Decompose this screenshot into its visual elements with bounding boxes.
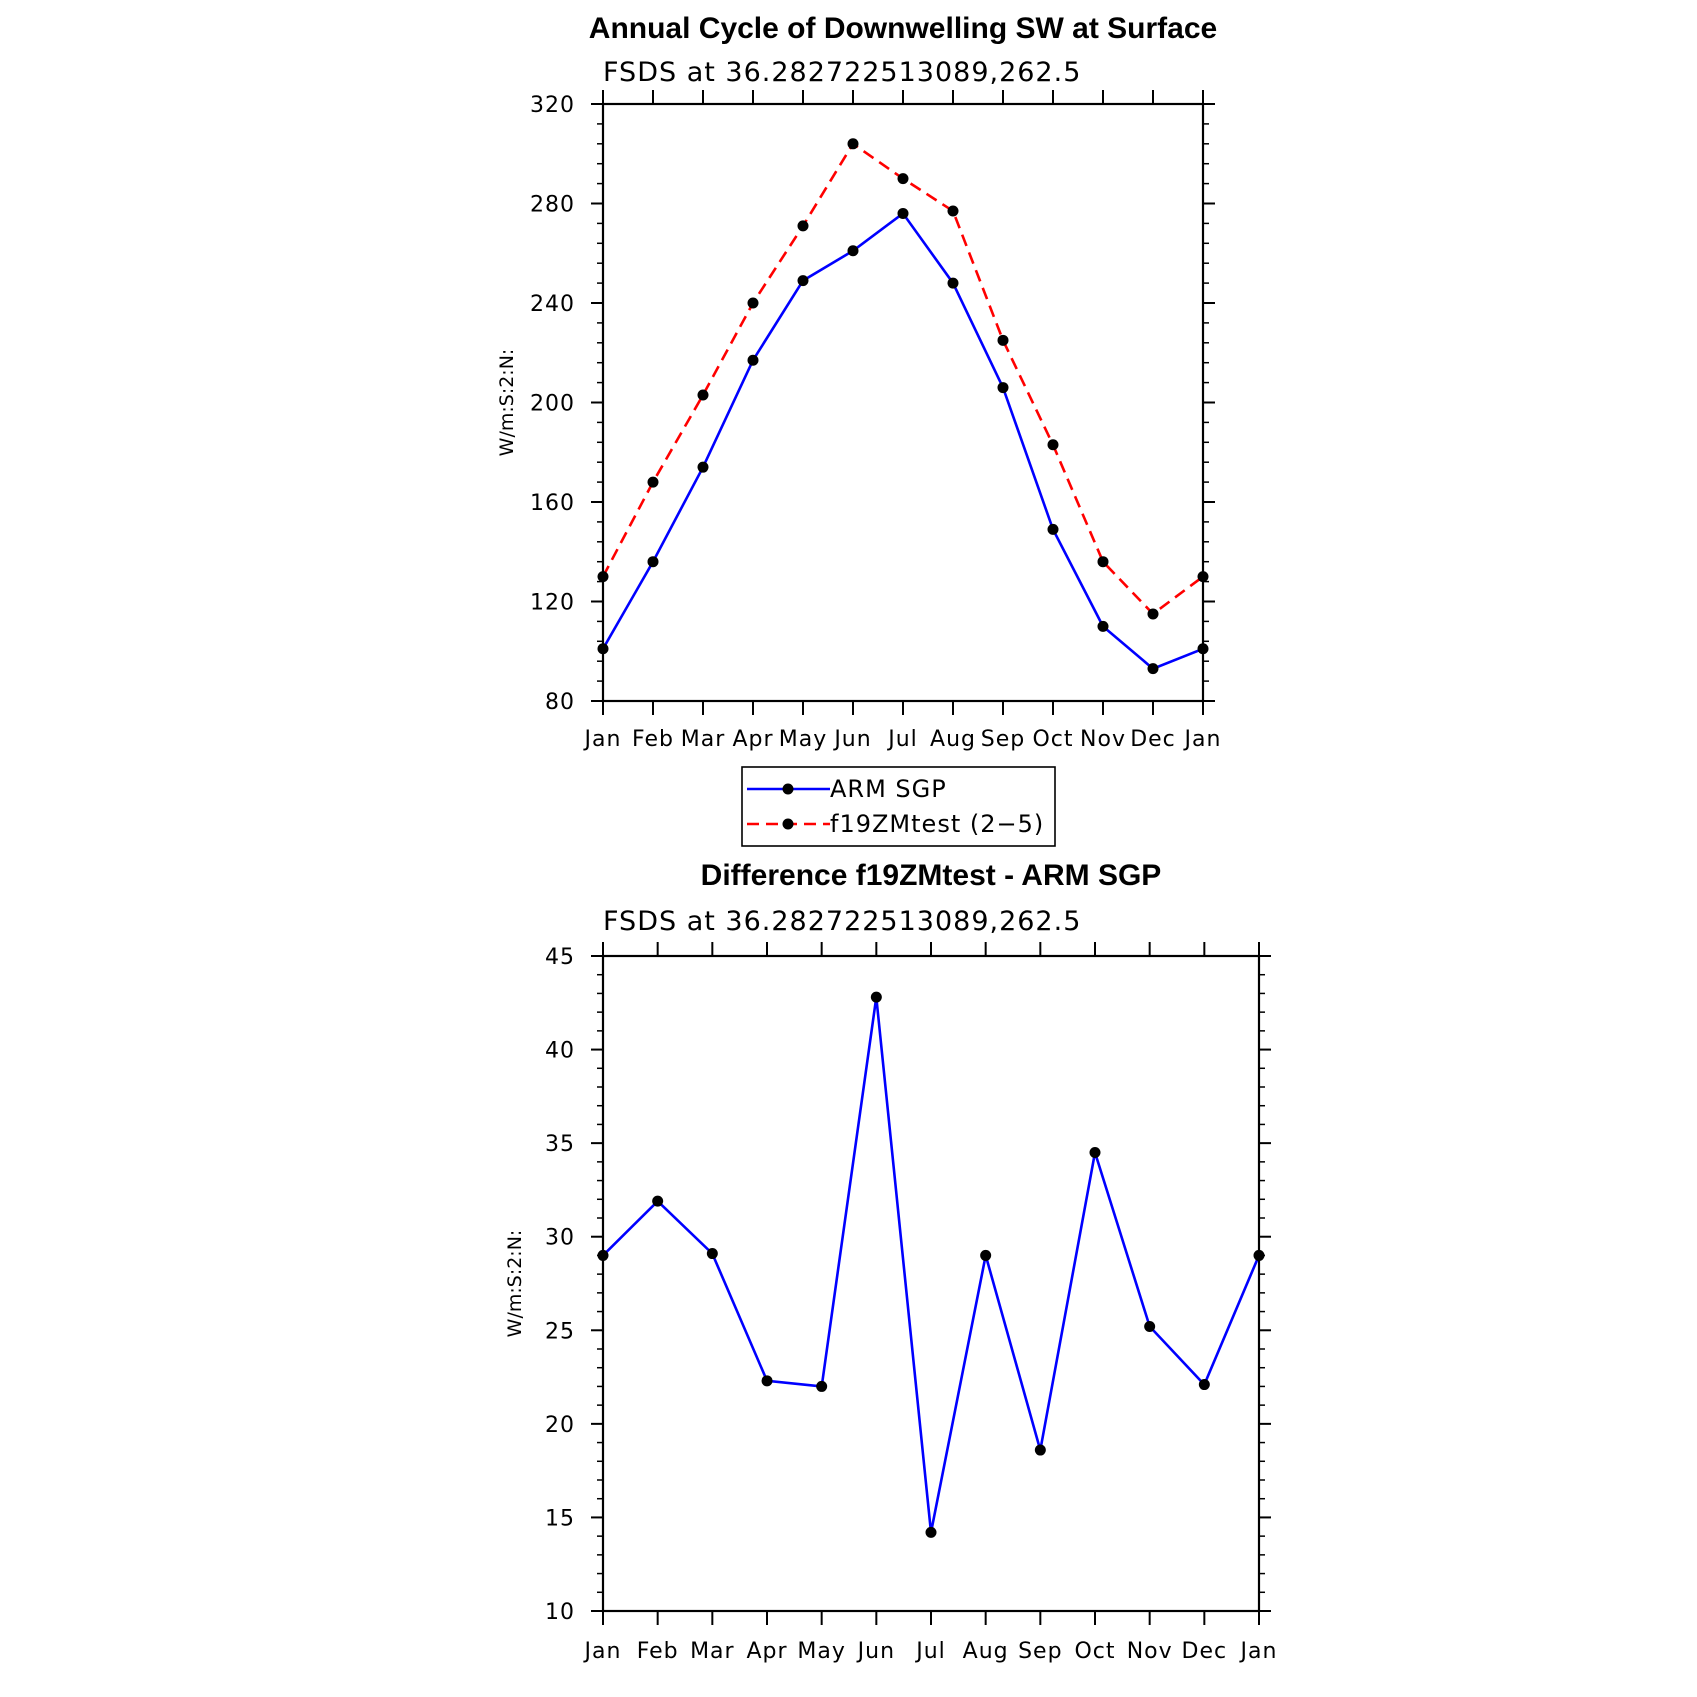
data-point-0 <box>761 1375 773 1387</box>
data-point-0 <box>1089 1147 1101 1158</box>
data-point-1 <box>847 138 859 150</box>
legend-marker-1 <box>782 818 794 830</box>
x-tick-label: Jul <box>886 727 918 752</box>
x-tick-label: Oct <box>1074 1639 1115 1664</box>
x-tick-label: Jan <box>1239 1639 1278 1664</box>
legend-label-0: ARM SGP <box>830 775 947 803</box>
data-point-0 <box>847 245 859 257</box>
data-point-0 <box>1197 643 1209 655</box>
series-line-0 <box>601 211 1204 671</box>
x-tick-label: Aug <box>963 1639 1009 1664</box>
x-tick-label: Sep <box>981 727 1025 752</box>
x-tick-label: Dec <box>1130 727 1176 752</box>
top-chart-panel: Annual Cycle of Downwelling SW at Surfac… <box>496 12 1222 752</box>
x-tick-label: Nov <box>1127 1639 1173 1664</box>
y-tick-label: 120 <box>530 591 575 616</box>
legend-marker-0 <box>782 783 794 795</box>
data-point-1 <box>797 220 809 232</box>
data-point-1 <box>947 205 959 217</box>
data-point-0 <box>1147 663 1159 675</box>
data-point-0 <box>897 207 909 219</box>
data-point-0 <box>706 1248 718 1260</box>
x-tick-label: Feb <box>637 1639 679 1664</box>
chart-title: Difference f19ZMtest - ARM SGP <box>701 859 1162 892</box>
data-point-0 <box>697 461 709 473</box>
data-point-0 <box>1097 620 1109 632</box>
x-tick-label: Apr <box>746 1639 787 1664</box>
x-tick-label: May <box>797 1639 845 1664</box>
data-point-1 <box>1097 556 1109 568</box>
data-point-0 <box>652 1195 664 1207</box>
legend: ARM SGP f19ZMtest (2−5) <box>741 766 1056 847</box>
x-tick-label: Aug <box>930 727 976 752</box>
y-tick-label: 40 <box>545 1039 575 1064</box>
x-tick-label: Apr <box>732 727 773 752</box>
data-point-0 <box>597 643 609 655</box>
data-point-0 <box>1144 1321 1156 1333</box>
data-point-0 <box>997 382 1009 394</box>
y-axis-label: W/m:S:2:N: <box>496 349 518 457</box>
x-tick-label: Oct <box>1032 727 1073 752</box>
x-tick-label: Feb <box>632 727 674 752</box>
data-point-1 <box>597 571 609 583</box>
y-tick-label: 35 <box>545 1132 575 1157</box>
y-axis-label: W/m:S:2:N: <box>504 1230 526 1338</box>
y-tick-label: 30 <box>545 1226 575 1251</box>
y-tick-label: 280 <box>530 193 575 218</box>
y-tick-label: 45 <box>545 945 575 970</box>
legend-label-1: f19ZMtest (2−5) <box>830 810 1044 838</box>
plot-frame <box>601 102 1205 703</box>
plot-frame <box>601 954 1261 1613</box>
data-point-0 <box>1253 1249 1265 1261</box>
legend-box <box>741 766 1056 847</box>
x-tick-label: Mar <box>681 727 726 752</box>
data-point-0 <box>1034 1444 1046 1456</box>
x-tick-label: Jan <box>583 1639 622 1664</box>
data-point-1 <box>1147 608 1159 620</box>
data-point-1 <box>897 173 909 185</box>
y-tick-label: 80 <box>545 690 575 715</box>
data-point-0 <box>816 1380 828 1392</box>
data-point-1 <box>1047 439 1059 451</box>
x-tick-label: Mar <box>690 1639 735 1664</box>
data-point-0 <box>870 991 882 1003</box>
x-tick-label: Jan <box>1183 727 1222 752</box>
data-point-1 <box>997 334 1009 346</box>
data-point-0 <box>980 1249 992 1261</box>
data-point-0 <box>1198 1379 1210 1391</box>
x-tick-label: Dec <box>1182 1639 1228 1664</box>
y-tick-label: 320 <box>530 93 575 118</box>
y-tick-label: 15 <box>545 1506 575 1531</box>
data-point-1 <box>1197 571 1209 583</box>
data-point-1 <box>647 476 659 488</box>
chart-subtitle: FSDS at 36.282722513089,262.5 <box>603 906 1081 937</box>
data-point-0 <box>597 1249 609 1261</box>
chart-subtitle: FSDS at 36.282722513089,262.5 <box>603 57 1081 88</box>
data-point-1 <box>697 389 709 401</box>
x-tick-label: Jul <box>914 1639 946 1664</box>
x-tick-label: Nov <box>1080 727 1126 752</box>
y-tick-label: 10 <box>545 1600 575 1625</box>
x-tick-label: Jun <box>856 1639 895 1664</box>
y-tick-label: 160 <box>530 491 575 516</box>
y-tick-label: 25 <box>545 1319 575 1344</box>
x-tick-label: Sep <box>1018 1639 1062 1664</box>
data-point-0 <box>947 277 959 289</box>
data-point-1 <box>747 297 759 309</box>
difference-chart-panel: Difference f19ZMtest - ARM SGP FSDS at 36… <box>504 859 1278 1664</box>
series-line-0 <box>602 997 1261 1533</box>
y-tick-label: 240 <box>530 292 575 317</box>
x-tick-label: Jun <box>832 727 871 752</box>
y-tick-label: 20 <box>545 1413 575 1438</box>
data-point-0 <box>1047 523 1059 535</box>
data-point-0 <box>925 1526 937 1538</box>
y-tick-label: 200 <box>530 392 575 417</box>
x-tick-label: May <box>779 727 827 752</box>
data-point-0 <box>647 556 659 568</box>
chart-title: Annual Cycle of Downwelling SW at Surfac… <box>589 12 1217 45</box>
x-tick-label: Jan <box>583 727 622 752</box>
data-point-0 <box>747 354 759 366</box>
data-point-0 <box>797 275 809 287</box>
